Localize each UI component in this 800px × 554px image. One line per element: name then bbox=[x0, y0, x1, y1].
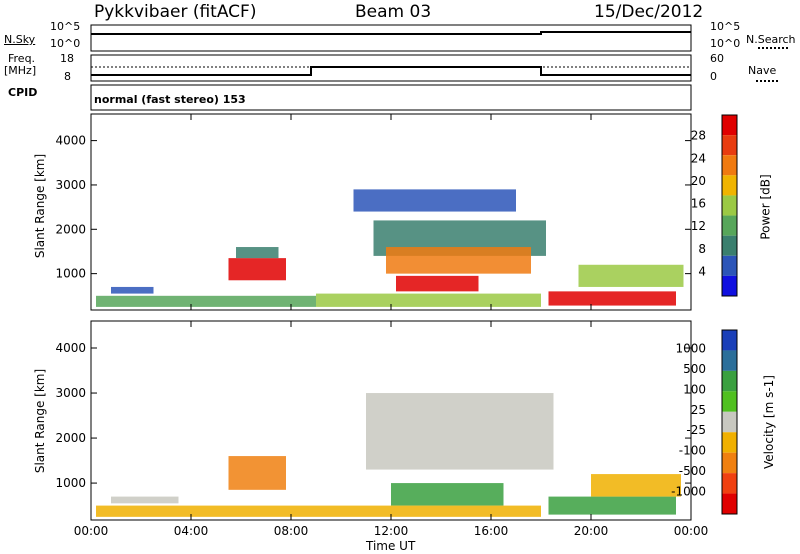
power-echo-region bbox=[578, 264, 684, 287]
noise-left-tick-top: 10^5 bbox=[50, 20, 81, 33]
power-ytick-label: 4000 bbox=[55, 134, 86, 148]
velocity-ytick-label: 2000 bbox=[55, 431, 86, 445]
velocity-colorbar-tick: -25 bbox=[686, 423, 706, 437]
velocity-echo-region bbox=[591, 474, 681, 497]
power-echo-region bbox=[353, 189, 516, 212]
freq-line bbox=[91, 66, 691, 76]
noise-sky-line bbox=[91, 31, 691, 35]
power-colorbar-frame bbox=[721, 114, 738, 297]
velocity-colorbar-swatch bbox=[722, 330, 737, 351]
power-ytick-label: 2000 bbox=[55, 222, 86, 236]
power-colorbar-swatch bbox=[722, 215, 737, 236]
cpid-panel-frame bbox=[90, 84, 692, 111]
xtick-label: 12:00 bbox=[374, 524, 409, 538]
power-echo-region bbox=[316, 293, 541, 307]
power-colorbar-swatch bbox=[722, 255, 737, 276]
velocity-echo-region bbox=[316, 505, 541, 517]
velocity-echo-region bbox=[366, 393, 554, 470]
power-colorbar-swatch bbox=[722, 135, 737, 156]
velocity-colorbar-swatch bbox=[722, 391, 737, 412]
velocity-colorbar-tick: 100 bbox=[683, 382, 706, 396]
nave-legend bbox=[756, 80, 778, 82]
beam-title: Beam 03 bbox=[355, 2, 432, 22]
xtick-label: 16:00 bbox=[474, 524, 509, 538]
velocity-colorbar-swatch bbox=[722, 432, 737, 453]
freq-unit-label: [MHz] bbox=[4, 64, 37, 77]
velocity-colorbar-swatch bbox=[722, 370, 737, 392]
noise-search-label: N.Search bbox=[746, 33, 796, 46]
velocity-echo-region bbox=[548, 496, 676, 515]
xtick-label: 00:00 bbox=[74, 524, 109, 538]
noise-right-tick-top: 10^5 bbox=[710, 20, 741, 33]
xtick-label: 04:00 bbox=[174, 524, 209, 538]
velocity-ytick-label: 1000 bbox=[55, 476, 86, 490]
velocity-ytick-label: 4000 bbox=[55, 341, 86, 355]
noise-panel-frame bbox=[90, 24, 692, 52]
velocity-colorbar-swatch bbox=[722, 473, 737, 494]
power-echo-region bbox=[386, 247, 531, 274]
date-title: 15/Dec/2012 bbox=[594, 2, 704, 22]
cpid-text: normal (fast stereo) 153 bbox=[94, 93, 246, 106]
noise-right-tick-bottom: 10^0 bbox=[710, 37, 741, 50]
power-colorbar-swatch bbox=[722, 275, 737, 296]
power-colorbar-swatch bbox=[722, 175, 737, 196]
velocity-colorbar-frame bbox=[721, 329, 738, 515]
power-colorbar-tick: 28 bbox=[691, 129, 706, 143]
velocity-colorbar-swatch bbox=[722, 411, 737, 433]
power-colorbar-tick: 24 bbox=[691, 151, 706, 165]
freq-left-tick-top: 18 bbox=[60, 52, 74, 65]
velocity-colorbar-tick: -100 bbox=[679, 444, 706, 458]
nave-right-tick-top: 60 bbox=[710, 52, 724, 65]
noise-search-legend bbox=[758, 47, 788, 49]
nave-label: Nave bbox=[748, 64, 777, 77]
freq-label: Freq. bbox=[8, 52, 36, 65]
power-ytick-label: 3000 bbox=[55, 178, 86, 192]
xtick-label: 08:00 bbox=[274, 524, 309, 538]
power-colorbar-tick: 12 bbox=[691, 219, 706, 233]
power-echo-region bbox=[548, 291, 676, 306]
velocity-colorbar-swatch bbox=[722, 493, 737, 514]
power-colorbar-swatch bbox=[722, 235, 737, 256]
velocity-colorbar-tick: 25 bbox=[691, 403, 706, 417]
velocity-ytick-label: 3000 bbox=[55, 386, 86, 400]
velocity-colorbar-swatch bbox=[722, 350, 737, 371]
power-echo-region bbox=[396, 275, 479, 292]
power-echo-region bbox=[111, 286, 154, 294]
power-echo-region bbox=[96, 295, 316, 307]
freq-panel-frame bbox=[90, 54, 692, 82]
freq-left-tick-bottom: 8 bbox=[64, 70, 71, 83]
power-colorbar-tick: 20 bbox=[691, 174, 706, 188]
velocity-colorbar-tick: -500 bbox=[679, 464, 706, 478]
power-colorbar-swatch bbox=[722, 195, 737, 216]
noise-left-tick-bottom: 10^0 bbox=[50, 37, 81, 50]
velocity-colorbar-tick: -1000 bbox=[671, 485, 706, 499]
velocity-echo-region bbox=[391, 483, 504, 506]
power-colorbar-swatch bbox=[722, 115, 737, 136]
velocity-echo-region bbox=[96, 505, 316, 517]
velocity-colorbar-tick: 500 bbox=[683, 362, 706, 376]
power-ytick-label: 1000 bbox=[55, 267, 86, 281]
power-colorbar-tick: 16 bbox=[691, 197, 706, 211]
velocity-echo-region bbox=[111, 496, 179, 504]
xtick-label: 00:00 bbox=[674, 524, 709, 538]
station-title: Pykkvibaer (fitACF) bbox=[94, 2, 257, 22]
power-echo-region bbox=[228, 258, 286, 281]
noise-sky-label: N.Sky bbox=[4, 33, 36, 46]
velocity-colorbar-swatch bbox=[722, 452, 737, 474]
nave-right-tick-bottom: 0 bbox=[710, 70, 717, 83]
x-axis-title: Time UT bbox=[366, 539, 416, 553]
velocity-echo-region bbox=[228, 456, 286, 490]
velocity-colorbar-tick: 1000 bbox=[675, 341, 706, 355]
cpid-label: CPID bbox=[8, 86, 38, 99]
power-colorbar-swatch bbox=[722, 155, 737, 176]
power-echo-region bbox=[236, 247, 279, 259]
power-colorbar-tick: 4 bbox=[698, 264, 706, 278]
xtick-label: 20:00 bbox=[574, 524, 609, 538]
power-colorbar-tick: 8 bbox=[698, 242, 706, 256]
